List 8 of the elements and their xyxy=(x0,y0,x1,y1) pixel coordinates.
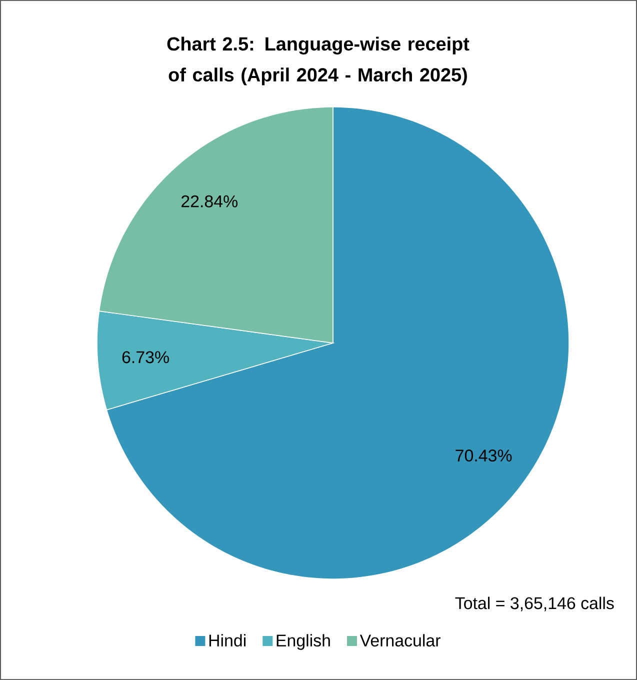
data-label: 70.43% xyxy=(456,450,512,462)
chart-title: Chart 2.5: Language-wise receipt of calls (April 2024 - March 2025) xyxy=(167,36,470,86)
legend-label: Vernacular xyxy=(360,634,440,647)
legend-label: Hindi xyxy=(209,634,246,647)
data-label: 22.84% xyxy=(182,195,238,208)
data-label: 6.73% xyxy=(122,351,169,364)
legend-label: English xyxy=(276,634,330,650)
text: Total = 3,65,146 calls xyxy=(455,596,614,612)
